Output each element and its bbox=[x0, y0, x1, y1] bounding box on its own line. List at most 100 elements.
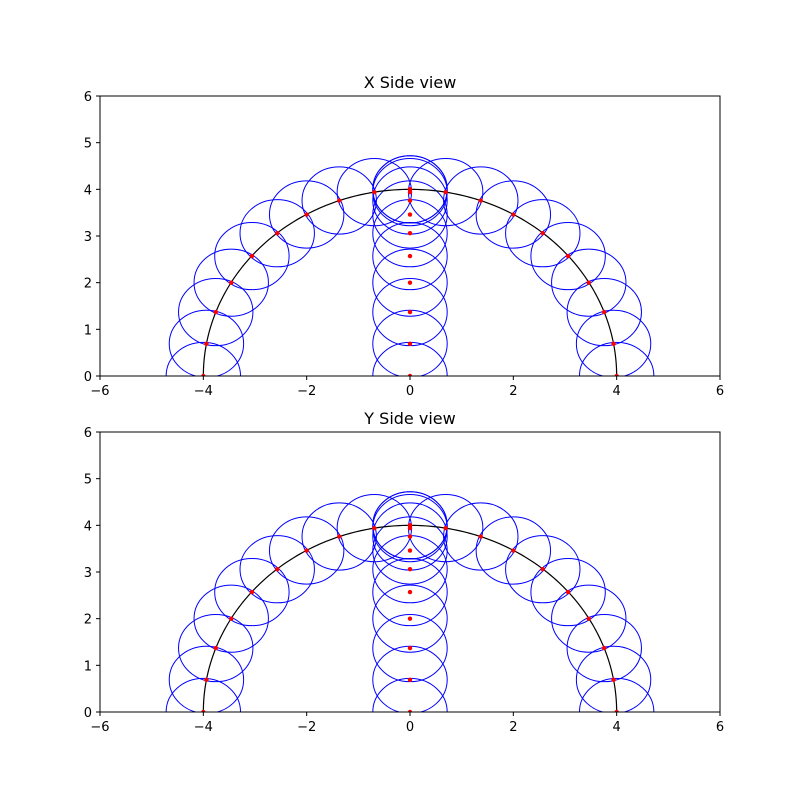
chart-panel-y-side-view: Y Side view −6 −4 −2 0 2 4 6 0 1 2 3 4 5 6 bbox=[84, 409, 724, 735]
y-tick-label: 6 bbox=[84, 90, 92, 105]
blue-circle-mark bbox=[505, 199, 581, 268]
blue-circle-mark bbox=[239, 199, 315, 268]
red-point-mark bbox=[275, 231, 280, 236]
red-point-mark bbox=[407, 309, 413, 315]
blue-circle-mark bbox=[372, 248, 448, 317]
blue-circle-mark bbox=[193, 248, 269, 317]
plot-area bbox=[165, 491, 655, 712]
blue-circle-mark bbox=[566, 277, 642, 347]
red-point-mark bbox=[540, 231, 545, 236]
red-point-mark bbox=[407, 280, 413, 285]
red-point-mark bbox=[213, 645, 218, 651]
red-point-mark bbox=[337, 534, 342, 539]
chart-title: Y Side view bbox=[363, 409, 455, 428]
red-point-mark bbox=[249, 589, 255, 595]
blue-circle-mark bbox=[214, 221, 290, 291]
x-tick-label: 0 bbox=[406, 384, 414, 399]
red-point-mark bbox=[407, 253, 413, 259]
x-tick-label: 4 bbox=[613, 384, 621, 399]
x-tick-label: −2 bbox=[297, 384, 316, 399]
red-point-mark bbox=[204, 677, 209, 682]
blue-circle-mark bbox=[301, 502, 377, 571]
red-point-mark bbox=[614, 373, 619, 376]
red-point-mark bbox=[611, 677, 616, 682]
x-tick-label: −6 bbox=[90, 720, 109, 735]
red-point-mark bbox=[201, 709, 206, 712]
red-point-mark bbox=[443, 189, 448, 195]
blue-circle-mark bbox=[214, 557, 290, 627]
red-point-mark bbox=[337, 198, 342, 203]
red-point-mark bbox=[407, 589, 413, 595]
red-point-mark bbox=[614, 709, 619, 712]
y-tick-label: 5 bbox=[84, 137, 92, 152]
red-point-mark bbox=[540, 567, 545, 572]
blue-circle-mark bbox=[505, 535, 581, 604]
blue-circle-mark bbox=[443, 166, 519, 235]
red-point-mark bbox=[407, 523, 413, 528]
blue-circle-mark bbox=[575, 645, 652, 712]
red-point-mark bbox=[407, 677, 413, 682]
y-tick-label: 2 bbox=[84, 613, 92, 628]
x-tick-label: −2 bbox=[297, 720, 316, 735]
red-point-mark bbox=[611, 341, 616, 346]
blue-circle-mark bbox=[168, 645, 245, 712]
y-tick-label: 1 bbox=[84, 659, 92, 674]
blue-circle-mark bbox=[551, 584, 627, 653]
x-tick-label: −4 bbox=[194, 384, 213, 399]
red-point-mark bbox=[407, 198, 413, 203]
red-point-mark bbox=[201, 373, 206, 376]
red-point-mark bbox=[602, 645, 607, 651]
blue-circle-mark bbox=[575, 309, 652, 376]
red-point-mark bbox=[443, 525, 448, 531]
chart-title: X Side view bbox=[364, 73, 457, 92]
blue-circle-mark bbox=[178, 277, 254, 347]
blue-circle-mark bbox=[168, 309, 245, 376]
red-point-mark bbox=[407, 187, 413, 192]
x-tick-label: −4 bbox=[194, 720, 213, 735]
blue-circle-mark bbox=[268, 180, 345, 249]
red-point-mark bbox=[407, 616, 413, 621]
red-point-mark bbox=[407, 341, 413, 346]
blue-circle-mark bbox=[530, 557, 606, 627]
x-tick-label: 0 bbox=[406, 720, 414, 735]
blue-circle-mark bbox=[566, 613, 642, 683]
red-point-mark bbox=[304, 212, 309, 217]
y-tick-label: 1 bbox=[84, 323, 92, 338]
red-point-mark bbox=[565, 253, 571, 259]
y-tick-label: 4 bbox=[84, 183, 92, 198]
red-point-mark bbox=[407, 212, 413, 217]
red-point-mark bbox=[204, 341, 209, 346]
y-tick-label: 3 bbox=[84, 230, 92, 245]
red-point-mark bbox=[511, 212, 516, 217]
red-point-mark bbox=[478, 198, 483, 203]
blue-circle-mark bbox=[239, 535, 315, 604]
x-tick-label: 2 bbox=[509, 384, 517, 399]
red-point-mark bbox=[586, 616, 591, 621]
blue-circle-mark bbox=[178, 613, 254, 683]
x-tick-label: 6 bbox=[716, 720, 724, 735]
blue-circle-mark bbox=[372, 491, 448, 560]
y-tick-label: 5 bbox=[84, 473, 92, 488]
red-point-mark bbox=[407, 534, 413, 539]
y-tick-label: 3 bbox=[84, 566, 92, 581]
red-point-mark bbox=[407, 373, 413, 376]
blue-circle-mark bbox=[372, 155, 448, 224]
red-point-mark bbox=[249, 253, 255, 259]
red-point-mark bbox=[586, 280, 591, 285]
x-tick-label: 2 bbox=[509, 720, 517, 735]
y-tick-label: 0 bbox=[84, 370, 92, 385]
blue-circle-mark bbox=[301, 166, 377, 235]
red-point-mark bbox=[372, 189, 377, 195]
blue-circle-mark bbox=[530, 221, 606, 291]
chart-panel-x-side-view: X Side view −6 −4 −2 0 2 4 6 0 1 2 3 4 5 6 bbox=[84, 73, 724, 399]
red-point-mark bbox=[407, 231, 413, 236]
blue-circle-mark bbox=[193, 584, 269, 653]
blue-circle-mark bbox=[165, 677, 242, 712]
red-point-mark bbox=[275, 567, 280, 572]
red-point-mark bbox=[407, 548, 413, 553]
blue-circle-mark bbox=[268, 516, 345, 585]
red-point-mark bbox=[602, 309, 607, 315]
red-point-mark bbox=[407, 567, 413, 572]
